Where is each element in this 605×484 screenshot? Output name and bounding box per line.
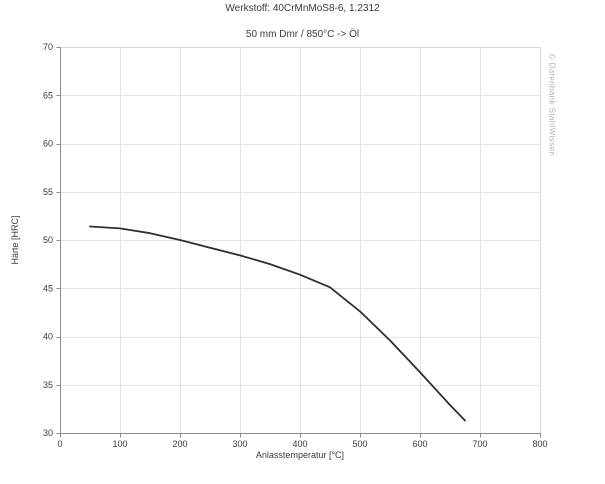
x-tick-label: 500 xyxy=(352,439,367,449)
y-tick-label: 35 xyxy=(43,380,53,390)
x-tick-label: 800 xyxy=(532,439,547,449)
y-tick-label: 30 xyxy=(43,428,53,438)
x-tick-label: 100 xyxy=(112,439,127,449)
tempering-curve xyxy=(89,225,466,422)
x-tick-label: 300 xyxy=(232,439,247,449)
y-tick-label: 50 xyxy=(43,235,53,245)
x-tick-label: 700 xyxy=(472,439,487,449)
x-tick-label: 400 xyxy=(292,439,307,449)
chart-subtitle: 50 mm Dmr / 850°C -> Öl xyxy=(245,29,360,40)
x-axis-label: Anlasstemperatur [°C] xyxy=(255,450,345,460)
y-tick-label: 55 xyxy=(43,187,53,197)
y-tick-label: 40 xyxy=(43,332,53,342)
y-tick-label: 70 xyxy=(43,42,53,52)
chart-title: Werkstoff: 40CrMnMoS8-6, 1.2312 xyxy=(225,3,380,14)
y-tick-label: 65 xyxy=(43,90,53,100)
y-tick-label: 60 xyxy=(43,139,53,149)
x-tick-label: 0 xyxy=(57,439,62,449)
x-tick-label: 200 xyxy=(172,439,187,449)
x-tick-label: 600 xyxy=(412,439,427,449)
y-tick-label: 45 xyxy=(43,283,53,293)
